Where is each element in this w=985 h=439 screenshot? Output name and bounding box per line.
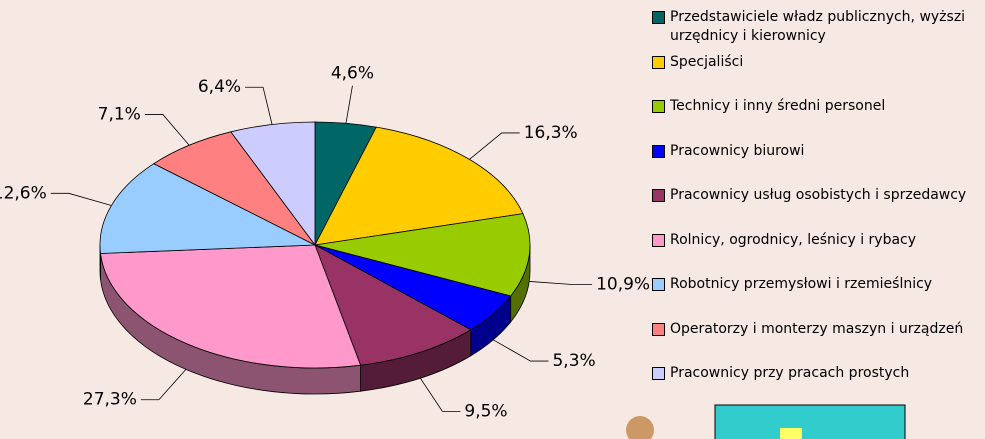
data-label: 10,9% bbox=[596, 275, 650, 295]
legend-swatch bbox=[652, 189, 665, 202]
legend-swatch bbox=[652, 278, 665, 291]
legend-item: Rolnicy, ogrodnicy, leśnicy i rybacy bbox=[650, 231, 980, 250]
legend-swatch bbox=[652, 233, 665, 247]
slice bbox=[99, 163, 317, 254]
legend-item: Robotnicy przemysłowi i rzemieślnicy bbox=[650, 275, 980, 294]
leader-line bbox=[140, 369, 187, 401]
data-label: 4,6% bbox=[331, 64, 374, 84]
legend-item: Pracownicy biurowi bbox=[650, 142, 980, 161]
data-label: 5,3% bbox=[552, 351, 595, 371]
legend-label: Specjaliści bbox=[670, 53, 744, 70]
leader-line bbox=[529, 281, 593, 286]
legend-swatch bbox=[652, 322, 665, 336]
legend-swatch bbox=[652, 100, 665, 113]
legend-label: Przedstawiciele władz publicznych, wyższ… bbox=[670, 9, 966, 44]
legend-swatch bbox=[652, 11, 665, 24]
legend-label: Pracownicy usług osobistych i sprzedawcy bbox=[670, 187, 967, 203]
data-label: 9,5% bbox=[464, 401, 507, 421]
legend-label: Pracownicy biurowi bbox=[670, 142, 805, 159]
slice bbox=[100, 244, 362, 369]
legend-label: Operatorzy i monterzy maszyn i urządzeń bbox=[670, 320, 964, 337]
leader-line bbox=[245, 86, 273, 125]
data-label: 6,4% bbox=[198, 77, 241, 97]
data-label: 27,3% bbox=[83, 390, 137, 410]
legend-item: Pracownicy usług osobistych i sprzedawcy bbox=[650, 186, 980, 205]
clipart bbox=[626, 416, 654, 439]
legend-label: Technicy i inny średni personel bbox=[670, 98, 886, 114]
clipart bbox=[714, 404, 906, 439]
legend-label: Rolnicy, ogrodnicy, leśnicy i rybacy bbox=[670, 231, 917, 248]
data-label: 12,6% bbox=[0, 183, 47, 203]
leader-line bbox=[345, 85, 353, 124]
leader-line bbox=[50, 192, 112, 206]
legend-swatch bbox=[652, 144, 665, 158]
data-label: 7,1% bbox=[98, 104, 141, 124]
legend-swatch bbox=[652, 367, 665, 380]
legend-swatch bbox=[652, 55, 665, 69]
leader-line bbox=[493, 339, 549, 362]
legend-item: Operatorzy i monterzy maszyn i urządzeń bbox=[650, 320, 980, 339]
legend-item: Pracownicy przy pracach prostych bbox=[650, 364, 980, 383]
leader-line bbox=[420, 378, 461, 412]
legend-label: Pracownicy przy pracach prostych bbox=[670, 365, 910, 381]
legend-item: Specjaliści bbox=[650, 53, 980, 72]
clipart bbox=[780, 428, 802, 439]
legend-label: Robotnicy przemysłowi i rzemieślnicy bbox=[670, 276, 933, 292]
slice bbox=[314, 244, 472, 366]
legend-item: Technicy i inny średni personel bbox=[650, 97, 980, 116]
leader-line bbox=[144, 114, 190, 146]
slice bbox=[314, 213, 531, 297]
data-label: 16,3% bbox=[524, 123, 578, 143]
slice bbox=[314, 126, 524, 246]
leader-line bbox=[469, 132, 520, 160]
legend-item: Przedstawiciele władz publicznych, wyższ… bbox=[650, 8, 980, 46]
